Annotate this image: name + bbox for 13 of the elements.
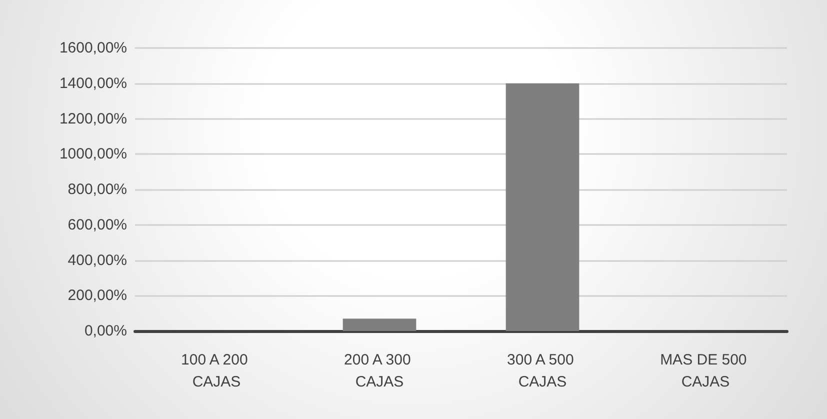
x-tick-label: 100 A 200 CAJAS [181,352,252,390]
y-tick-label: 400,00% [68,252,127,269]
y-tick-label: 1200,00% [59,110,127,128]
y-tick-label: 1000,00% [59,146,127,163]
y-tick-label: 600,00% [68,216,127,234]
x-tick-label: 200 A 300 CAJAS [344,352,415,390]
x-tick-label: MAS DE 500 CAJAS [660,352,751,390]
y-tick-label: 1600,00% [59,40,127,56]
y-tick-label: 200,00% [68,287,127,304]
y-tick-label: 1400,00% [59,74,127,92]
y-tick-label: 800,00% [68,181,127,198]
x-tick-label: 300 A 500 CAJAS [507,352,578,390]
y-tick-label: 0,00% [84,322,127,340]
